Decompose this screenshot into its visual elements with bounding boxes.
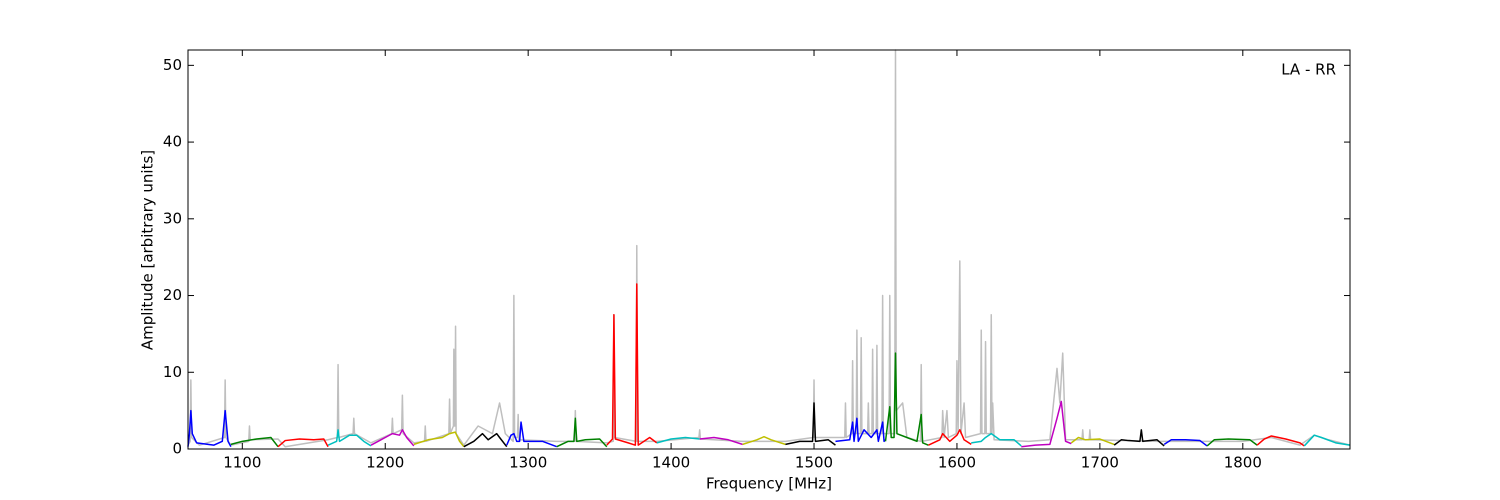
series-line	[884, 352, 929, 446]
series-line	[656, 436, 700, 444]
series-line	[785, 402, 836, 446]
series-line	[971, 432, 1022, 447]
series-line	[187, 49, 1351, 448]
series-line	[1163, 439, 1208, 447]
plot-frame	[187, 49, 1351, 450]
series-line	[556, 417, 608, 448]
x-tick-label: 1700	[1081, 454, 1119, 472]
series-line	[699, 436, 743, 446]
series-line	[1070, 436, 1115, 446]
series-line	[1206, 438, 1258, 447]
y-tick-label: 10	[163, 363, 182, 381]
series-line	[928, 429, 972, 446]
annotation: LA - RR	[1281, 61, 1336, 79]
series-line	[187, 409, 232, 448]
series-line	[606, 283, 658, 446]
series-line	[742, 435, 786, 446]
x-tick-label: 1300	[509, 454, 547, 472]
x-tick-label: 1200	[366, 454, 404, 472]
series-line	[370, 429, 415, 447]
series-line	[1021, 400, 1072, 448]
series-line	[1113, 429, 1165, 447]
series-line	[277, 438, 329, 448]
y-tick-label: 50	[163, 56, 182, 74]
y-tick-label: 40	[163, 133, 182, 151]
series-line	[413, 431, 465, 448]
x-tick-label: 1800	[1224, 454, 1262, 472]
y-axis-label: Amplitude [arbitrary units]	[139, 150, 157, 350]
y-tick-label: 30	[163, 209, 182, 227]
series-line	[835, 417, 887, 443]
x-tick-label: 1100	[223, 454, 261, 472]
y-tick-label: 0	[172, 440, 182, 458]
series-line	[463, 432, 508, 448]
x-tick-label: 1400	[652, 454, 690, 472]
x-axis-label: Frequency [MHz]	[706, 475, 832, 493]
series-line	[230, 436, 279, 448]
x-tick-label: 1600	[938, 454, 976, 472]
series-line	[1303, 434, 1351, 447]
y-tick-label: 20	[163, 286, 182, 304]
series-line	[506, 421, 558, 448]
series-line	[327, 429, 372, 447]
series-line	[1256, 435, 1305, 447]
x-tick-label: 1500	[795, 454, 833, 472]
